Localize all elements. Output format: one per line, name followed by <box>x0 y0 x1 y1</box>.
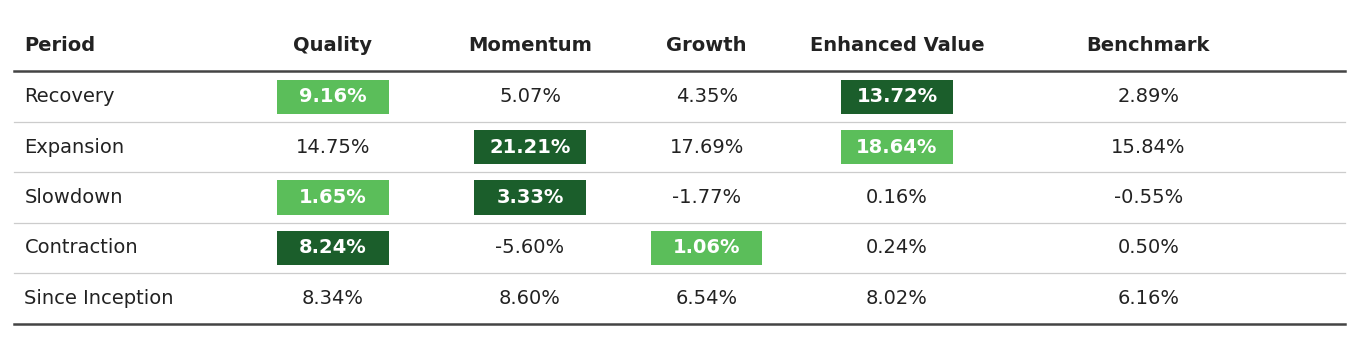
FancyBboxPatch shape <box>474 180 586 214</box>
Text: 18.64%: 18.64% <box>856 137 938 157</box>
Text: 13.72%: 13.72% <box>856 87 938 106</box>
Text: 0.24%: 0.24% <box>866 238 928 258</box>
Text: Quality: Quality <box>294 36 372 55</box>
FancyBboxPatch shape <box>474 130 586 164</box>
Text: -0.55%: -0.55% <box>1114 188 1182 207</box>
Text: 4.35%: 4.35% <box>675 87 738 106</box>
Text: Expansion: Expansion <box>24 137 125 157</box>
Text: 8.34%: 8.34% <box>302 289 364 308</box>
Text: 8.24%: 8.24% <box>299 238 367 258</box>
Text: Slowdown: Slowdown <box>24 188 122 207</box>
Text: 5.07%: 5.07% <box>499 87 561 106</box>
Text: Contraction: Contraction <box>24 238 139 258</box>
Text: 15.84%: 15.84% <box>1112 137 1185 157</box>
Text: 1.06%: 1.06% <box>673 238 741 258</box>
Text: 6.54%: 6.54% <box>675 289 738 308</box>
Text: Enhanced Value: Enhanced Value <box>810 36 984 55</box>
Text: 3.33%: 3.33% <box>496 188 564 207</box>
Text: 9.16%: 9.16% <box>299 87 367 106</box>
FancyBboxPatch shape <box>651 231 762 265</box>
FancyBboxPatch shape <box>277 80 389 113</box>
Text: 0.50%: 0.50% <box>1117 238 1180 258</box>
Text: -5.60%: -5.60% <box>496 238 564 258</box>
FancyBboxPatch shape <box>277 180 389 214</box>
FancyBboxPatch shape <box>277 231 389 265</box>
FancyBboxPatch shape <box>841 80 953 113</box>
Text: 8.02%: 8.02% <box>866 289 928 308</box>
FancyBboxPatch shape <box>841 130 953 164</box>
Text: Since Inception: Since Inception <box>24 289 174 308</box>
Text: -1.77%: -1.77% <box>673 188 741 207</box>
Text: 6.16%: 6.16% <box>1117 289 1180 308</box>
Text: Momentum: Momentum <box>467 36 593 55</box>
Text: 2.89%: 2.89% <box>1117 87 1180 106</box>
Text: Recovery: Recovery <box>24 87 116 106</box>
Text: 14.75%: 14.75% <box>296 137 370 157</box>
Text: 21.21%: 21.21% <box>489 137 571 157</box>
Text: 0.16%: 0.16% <box>866 188 928 207</box>
Text: Period: Period <box>24 36 95 55</box>
Text: 1.65%: 1.65% <box>299 188 367 207</box>
Text: Growth: Growth <box>666 36 747 55</box>
Text: 8.60%: 8.60% <box>499 289 561 308</box>
Text: 17.69%: 17.69% <box>670 137 743 157</box>
Text: Benchmark: Benchmark <box>1087 36 1210 55</box>
